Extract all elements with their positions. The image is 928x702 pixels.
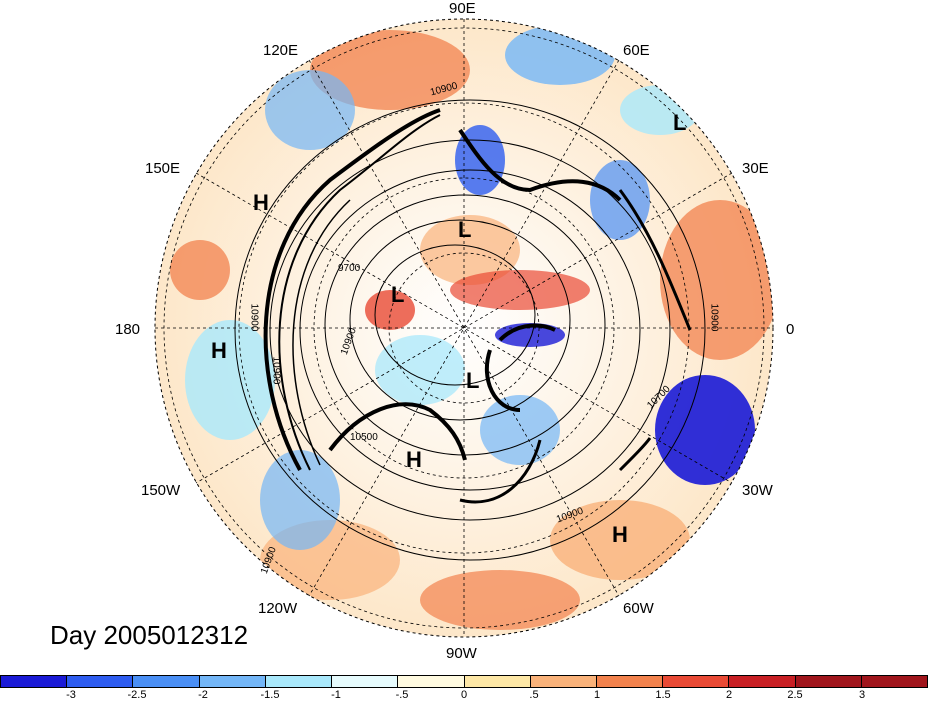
colorbar-swatch <box>596 676 664 687</box>
colorbar-swatch <box>1 676 68 687</box>
lon-label-120w: 120W <box>258 600 298 617</box>
lon-label-150e: 150E <box>145 160 181 177</box>
colorbar-swatch <box>398 676 465 687</box>
lon-label-90e: 90E <box>449 0 476 17</box>
colorbar-tick-label: .5 <box>529 689 539 701</box>
day-title: Day 2005012312 <box>50 620 249 650</box>
colorbar-tick-label: 3 <box>858 689 866 701</box>
colorbar-tick-label: 2 <box>725 689 733 701</box>
colorbar-swatch <box>861 676 928 687</box>
colorbar-swatch <box>332 676 399 687</box>
high-pressure-marker: H <box>406 447 422 472</box>
low-pressure-marker: L <box>391 282 405 307</box>
graticule <box>155 19 773 637</box>
low-pressure-marker: L <box>458 217 472 242</box>
colorbar-swatch <box>67 676 134 687</box>
contour-label: 10500 <box>350 432 378 443</box>
contour-label: 9700 <box>338 263 361 274</box>
lon-label-180: 180 <box>115 321 141 338</box>
colorbar-swatch <box>530 676 597 687</box>
colorbar-swatch <box>133 676 200 687</box>
colorbar-tick-label: -1 <box>331 689 341 701</box>
height-contours <box>234 99 706 561</box>
lon-label-0: 0 <box>786 321 795 338</box>
colorbar <box>0 675 928 688</box>
high-pressure-marker: H <box>211 338 227 363</box>
lon-label-30w: 30W <box>742 482 773 499</box>
lon-label-30e: 30E <box>742 160 769 177</box>
colorbar-swatch <box>795 676 862 687</box>
colorbar-swatch <box>199 676 266 687</box>
colorbar-tick-label: -3 <box>66 689 76 701</box>
contour-label: 10900 <box>270 356 282 385</box>
colorbar-swatch <box>729 676 796 687</box>
colorbar-tick-label: -.5 <box>395 689 409 701</box>
colorbar-tick-label: 0 <box>460 689 468 701</box>
low-pressure-marker: L <box>673 110 687 135</box>
lon-label-90w: 90W <box>446 645 477 662</box>
contour-label: 10900 <box>708 303 720 332</box>
colorbar-tick-label: 1.5 <box>655 689 671 701</box>
jet-contours <box>263 108 692 504</box>
colorbar-swatch <box>464 676 531 687</box>
colorbar-tick-label: -1.5 <box>260 689 280 701</box>
colorbar-tick-label: -2.5 <box>127 689 147 701</box>
colorbar-swatch <box>663 676 730 687</box>
contour-label: 10900 <box>248 303 260 332</box>
map-boundary <box>154 18 774 638</box>
lon-label-150w: 150W <box>141 482 181 499</box>
lon-label-60w: 60W <box>623 600 654 617</box>
colorbar-swatch <box>265 676 333 687</box>
high-pressure-marker: H <box>612 522 628 547</box>
colorbar-tick-label: 1 <box>593 689 601 701</box>
colorbar-tick-label: 2.5 <box>787 689 803 701</box>
lon-label-60e: 60E <box>623 42 650 59</box>
colorbar-tick-label: -2 <box>198 689 208 701</box>
lon-label-120e: 120E <box>263 42 299 59</box>
low-pressure-marker: L <box>466 368 480 393</box>
high-pressure-marker: H <box>253 190 269 215</box>
